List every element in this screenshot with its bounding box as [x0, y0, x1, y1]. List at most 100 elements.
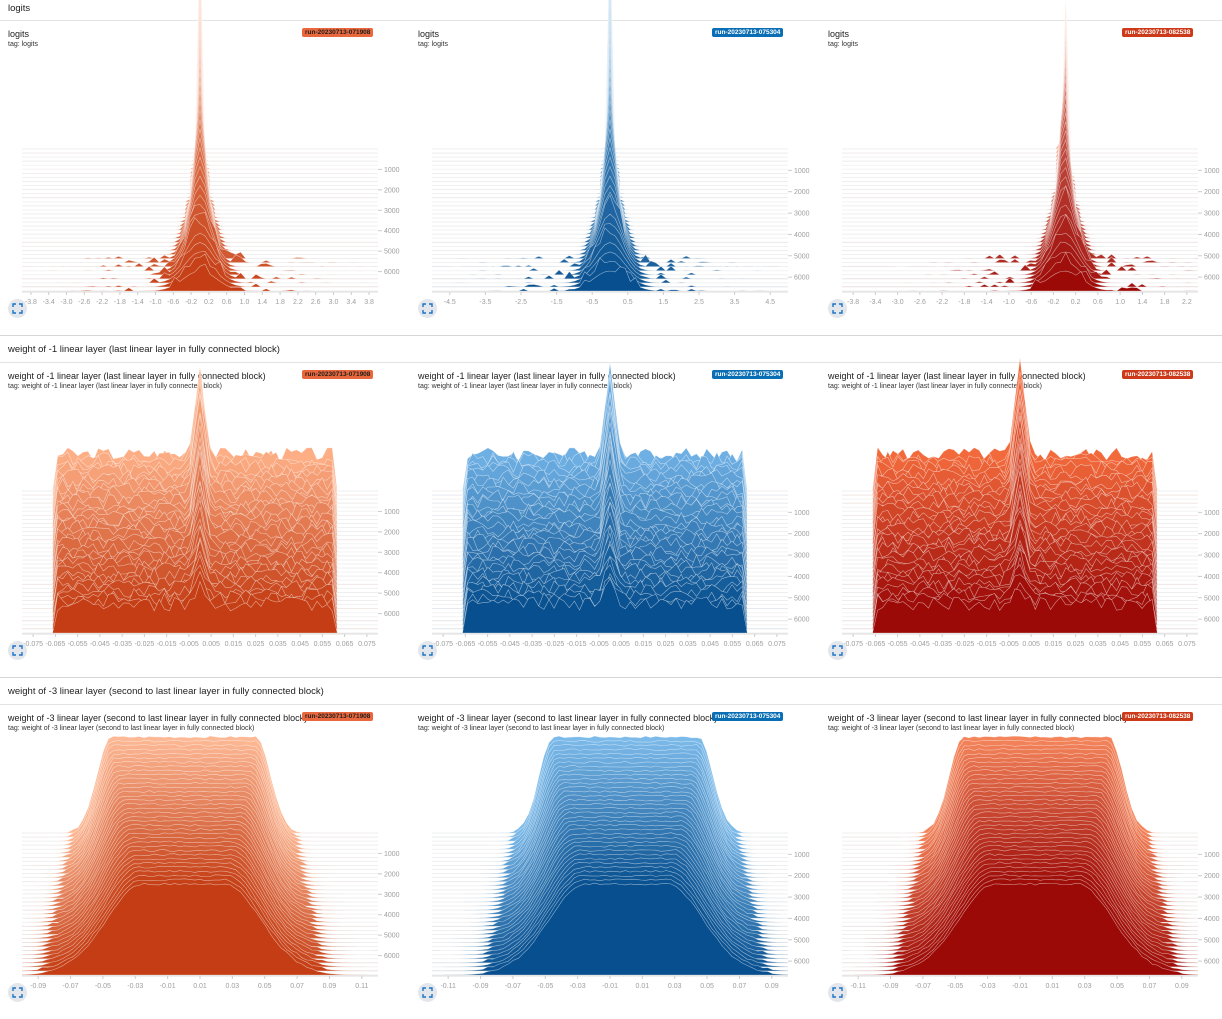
histogram-ridge [841, 70, 1199, 203]
x-tick-label: -0.025 [134, 641, 154, 648]
x-tick-label: 0.2 [1071, 299, 1081, 306]
x-tick-label: 0.025 [657, 641, 675, 648]
section-header: weight of -1 linear layer (last linear l… [0, 335, 1222, 363]
x-tick-label: 0.045 [1111, 641, 1129, 648]
y-tick-label: 5000 [384, 933, 400, 940]
expand-button[interactable] [828, 641, 847, 660]
y-tick-label: 2000 [384, 187, 400, 194]
fullscreen-expand-icon [422, 645, 433, 656]
ridges [431, 362, 789, 634]
fullscreen-expand-icon [12, 303, 23, 314]
expand-button[interactable] [8, 641, 27, 660]
x-tick-label: 2.2 [293, 299, 303, 306]
x-tick-label: -0.055 [478, 641, 498, 648]
x-tick-label: 0.055 [1134, 641, 1152, 648]
x-tick-label: -0.2 [185, 299, 197, 306]
ridges [841, 357, 1199, 634]
x-tick-label: 0.025 [1067, 641, 1085, 648]
y-tick-label: 6000 [794, 617, 810, 624]
y-tick-label: 3000 [384, 892, 400, 899]
histogram-ridge [22, 263, 378, 292]
expand-button[interactable] [8, 299, 27, 318]
fullscreen-expand-icon [422, 987, 433, 998]
histogram-ridge [842, 138, 1198, 235]
section-title: weight of -3 linear layer (second to las… [8, 685, 324, 697]
x-tick-label: 1.4 [257, 299, 267, 306]
section-header: weight of -3 linear layer (second to las… [0, 677, 1222, 705]
histogram-chart: -0.075 -0.065 -0.055 -0.045 -0.035 -0.025 -0.0… [431, 362, 810, 648]
x-tick-label: -3.0 [60, 299, 72, 306]
x-tick-label: -3.5 [479, 299, 491, 306]
expand-button[interactable] [418, 983, 437, 1002]
x-tick-label: -0.05 [95, 983, 111, 990]
x-tick-label: 0.015 [635, 641, 653, 648]
y-tick-label: 1000 [1204, 510, 1220, 517]
x-tick-label: 0.005 [612, 641, 630, 648]
y-tick-label: 2000 [384, 529, 400, 536]
section-title: logits [8, 3, 31, 14]
x-tick-label: 0.05 [258, 983, 272, 990]
x-tick-label: -3.0 [892, 299, 904, 306]
x-tick-label: 4.5 [765, 299, 775, 306]
x-tick-label: -0.01 [160, 983, 176, 990]
y-tick-label: 6000 [384, 953, 400, 960]
histogram-chart: -0.075 -0.065 -0.055 -0.045 -0.035 -0.025 -0.0… [841, 357, 1220, 648]
section-row: weight of -3 linear layer (second to las… [0, 705, 1222, 1019]
x-tick-label: -1.4 [981, 299, 993, 306]
x-tick-label: -0.075 [433, 641, 453, 648]
x-tick-label: 0.03 [668, 983, 682, 990]
x-tick-label: -0.03 [127, 983, 143, 990]
x-tick-label: 0.065 [1156, 641, 1174, 648]
expand-button[interactable] [418, 299, 437, 318]
x-tick-label: 0.5 [623, 299, 633, 306]
histogram-ridge [842, 270, 1199, 292]
y-tick-label: 1000 [794, 510, 810, 517]
card-tag: tag: weight of -3 linear layer (second t… [8, 725, 255, 732]
card-title: weight of -1 linear layer (last linear l… [828, 371, 1086, 381]
section-row: logits tag: logits run-20230713-071908 -3.8… [0, 0, 1222, 335]
x-tick-label: 0.01 [1046, 983, 1060, 990]
expand-button[interactable] [418, 641, 437, 660]
x-tick-label: -1.8 [114, 299, 126, 306]
card-tag: tag: weight of -1 linear layer (last lin… [8, 383, 222, 390]
x-tick-label: -3.4 [43, 299, 55, 306]
run-badge: run-20230713-082538 [1122, 712, 1194, 721]
x-tick-label: 0.055 [314, 641, 332, 648]
x-tick-label: -0.03 [570, 983, 586, 990]
x-tick-label: 0.6 [1093, 299, 1103, 306]
x-tick-label: -2.6 [78, 299, 90, 306]
y-tick-label: 5000 [1204, 253, 1220, 260]
histogram-ridge [841, 232, 1199, 276]
x-tick-label: -1.0 [1003, 299, 1015, 306]
x-tick-label: 2.5 [694, 299, 704, 306]
x-tick-label: -0.035 [522, 641, 542, 648]
x-tick-label: -0.045 [90, 641, 110, 648]
expand-button[interactable] [8, 983, 27, 1002]
x-tick-label: 0.015 [1045, 641, 1063, 648]
y-tick-label: 4000 [384, 570, 400, 577]
x-tick-label: 0.075 [358, 641, 376, 648]
x-tick-label: -0.6 [1025, 299, 1037, 306]
x-tick-label: 3.8 [364, 299, 374, 306]
expand-button[interactable] [828, 983, 847, 1002]
x-tick-label: -0.05 [947, 983, 963, 990]
x-tick-label: -0.015 [157, 641, 177, 648]
card-tag: tag: weight of -3 linear layer (second t… [418, 725, 665, 732]
y-tick-label: 3000 [1204, 895, 1220, 902]
histogram-ridge [841, 95, 1199, 215]
card-tag: tag: logits [418, 41, 448, 48]
x-tick-label: 1.0 [1115, 299, 1125, 306]
fullscreen-expand-icon [12, 645, 23, 656]
y-tick-label: 4000 [1204, 916, 1220, 923]
x-tick-label: -0.005 [179, 641, 199, 648]
histogram-card: weight of -1 linear layer (last linear l… [410, 362, 820, 677]
x-tick-label: -0.055 [888, 641, 908, 648]
y-tick-label: 3000 [794, 553, 810, 560]
y-tick-label: 2000 [794, 189, 810, 196]
y-tick-label: 4000 [384, 228, 400, 235]
expand-button[interactable] [828, 299, 847, 318]
x-tick-label: -0.025 [954, 641, 974, 648]
y-tick-label: 1000 [1204, 168, 1220, 175]
card-title: weight of -1 linear layer (last linear l… [418, 371, 676, 381]
baseline-grid [842, 148, 1198, 292]
